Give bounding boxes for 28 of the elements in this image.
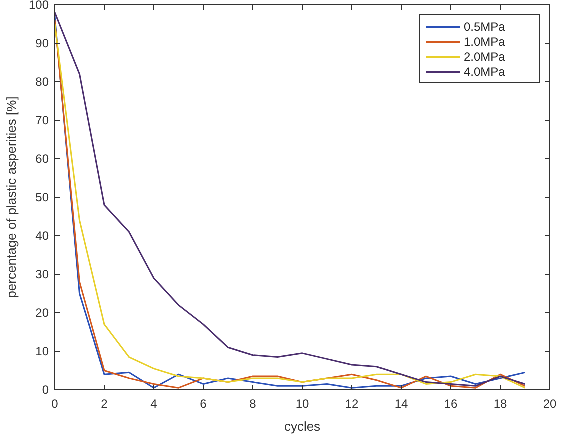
y-tick-label: 10 xyxy=(36,344,50,358)
legend-label: 4.0MPa xyxy=(464,65,506,79)
y-tick-label: 70 xyxy=(36,114,50,128)
y-tick-label: 20 xyxy=(36,306,50,320)
y-tick-label: 0 xyxy=(42,383,50,397)
x-tick-label: 6 xyxy=(200,397,208,411)
x-tick-label: 2 xyxy=(101,397,108,411)
x-tick-label: 14 xyxy=(394,397,408,411)
y-tick-label: 40 xyxy=(36,229,50,243)
x-tick-label: 16 xyxy=(444,397,458,411)
y-tick-label: 90 xyxy=(36,36,50,50)
x-tick-label: 20 xyxy=(543,397,557,411)
y-tick-label: 100 xyxy=(28,0,50,12)
legend-label: 2.0MPa xyxy=(464,50,506,64)
y-tick-label: 50 xyxy=(36,190,50,204)
legend-label: 0.5MPa xyxy=(464,20,506,34)
y-axis-title: percentage of plastic asperities [%] xyxy=(4,96,19,298)
y-tick-label: 60 xyxy=(36,152,50,166)
x-tick-label: 8 xyxy=(250,397,257,411)
y-tick-label: 80 xyxy=(36,75,50,89)
x-tick-label: 4 xyxy=(150,397,158,411)
x-axis-title: cycles xyxy=(284,419,322,434)
x-tick-label: 10 xyxy=(296,397,310,411)
x-tick-label: 0 xyxy=(52,397,59,411)
legend-label: 1.0MPa xyxy=(464,35,506,49)
y-tick-label: 30 xyxy=(36,268,50,282)
x-tick-label: 12 xyxy=(345,397,359,411)
x-tick-label: 18 xyxy=(494,397,508,411)
